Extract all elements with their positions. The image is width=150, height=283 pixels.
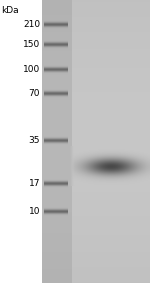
Text: 150: 150 — [23, 40, 40, 49]
Text: 100: 100 — [23, 65, 40, 74]
Text: 35: 35 — [28, 136, 40, 145]
Text: 17: 17 — [28, 179, 40, 188]
Text: 70: 70 — [28, 89, 40, 98]
Text: 10: 10 — [28, 207, 40, 216]
Text: 210: 210 — [23, 20, 40, 29]
Text: kDa: kDa — [1, 6, 19, 15]
